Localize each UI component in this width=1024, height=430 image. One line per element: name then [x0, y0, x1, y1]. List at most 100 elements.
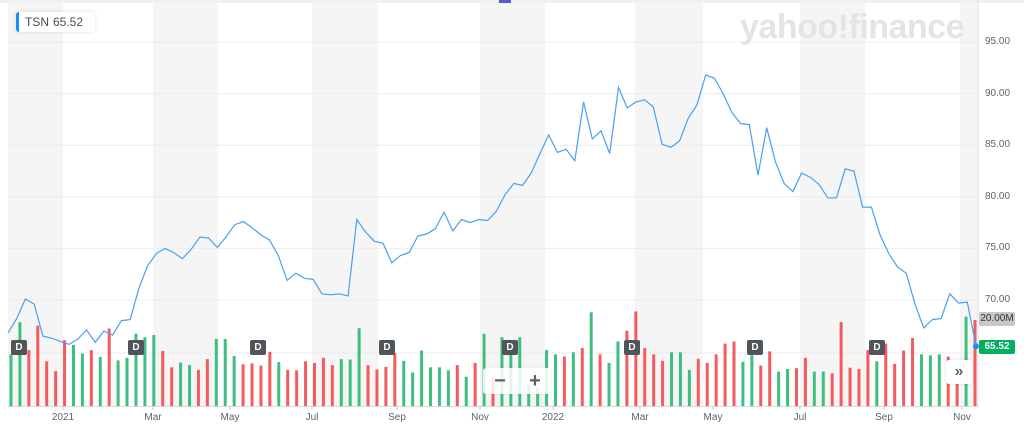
y-axis-label: 80.00 — [985, 190, 1011, 202]
x-axis-label: Sep — [388, 412, 406, 423]
volume-bar — [786, 369, 790, 406]
volume-bar — [902, 350, 906, 406]
volume-bar — [170, 367, 174, 406]
x-axis-label: 2021 — [51, 412, 75, 423]
gridlines — [8, 41, 978, 354]
volume-bar — [919, 354, 923, 406]
volume-bar — [125, 357, 129, 406]
volume-bar — [866, 350, 870, 406]
volume-bar — [429, 367, 433, 406]
volume-bar — [393, 353, 397, 406]
y-axis-label: 75.00 — [985, 242, 1011, 254]
y-axis-label: 70.00 — [985, 294, 1011, 305]
volume-bar — [616, 341, 620, 406]
volume-bar — [223, 338, 227, 406]
volume-bar — [134, 333, 138, 406]
volume-bar — [830, 373, 834, 406]
volume-bar — [63, 340, 67, 406]
dividend-marker[interactable]: D — [869, 340, 885, 355]
zoom-controls: − + — [483, 368, 551, 394]
volume-bar — [384, 366, 388, 406]
ticker-badge[interactable]: TSN 65.52 — [16, 12, 96, 32]
volume-bar — [437, 367, 441, 406]
volume-bar — [705, 363, 709, 406]
volume-bar — [188, 365, 192, 406]
x-axis-label: Nov — [953, 412, 971, 423]
volume-bar — [794, 368, 798, 406]
yahoo-finance-watermark: yahoo!finance — [740, 8, 964, 46]
volume-bar — [107, 328, 111, 406]
zoom-out-button[interactable]: − — [494, 369, 506, 392]
x-axis-label: Mar — [631, 412, 649, 423]
x-axis-label: Jul — [305, 412, 319, 423]
volume-bar — [80, 353, 84, 406]
ticker-price: 65.52 — [53, 15, 84, 29]
volume-bar — [45, 361, 49, 406]
dividend-marker[interactable]: D — [624, 340, 640, 355]
volume-bar — [54, 371, 58, 406]
volume-bar — [652, 354, 656, 406]
volume-bar — [741, 361, 745, 406]
volume-bar — [143, 337, 147, 406]
volume-bar — [161, 350, 165, 406]
volume-bar — [259, 365, 263, 406]
volume-bar — [473, 363, 477, 406]
volume-scale-tag: 20.00M — [979, 312, 1015, 326]
x-axis-label: Mar — [144, 412, 162, 423]
scroll-to-latest-button[interactable]: » — [946, 360, 972, 384]
ticker-symbol: TSN — [25, 15, 49, 29]
volume-bar — [304, 361, 308, 406]
top-tab-indicator[interactable] — [499, 0, 511, 3]
volume-bar — [536, 387, 540, 406]
volume-bar — [696, 358, 700, 406]
volume-bar — [848, 367, 852, 406]
volume-bar — [152, 335, 156, 406]
volume-bar — [973, 320, 977, 406]
dividend-marker[interactable]: D — [502, 340, 518, 355]
volume-bar — [955, 369, 959, 406]
volume-bar — [678, 352, 682, 406]
zoom-in-button[interactable]: + — [529, 369, 541, 392]
volume-bar — [723, 343, 727, 406]
volume-bar — [71, 344, 75, 406]
volume-bar — [411, 372, 415, 406]
y-axis-label: 90.00 — [985, 87, 1011, 99]
volume-bar — [857, 369, 861, 406]
volume-bar — [589, 312, 593, 406]
dividend-marker[interactable]: D — [128, 340, 144, 355]
volume-bar — [214, 338, 218, 406]
volume-bar — [839, 322, 843, 406]
volume-bar — [821, 371, 825, 406]
volume-bar — [812, 371, 816, 406]
volume-bar — [196, 369, 200, 406]
double-chevron-right-icon: » — [954, 363, 964, 380]
dividend-marker[interactable]: D — [11, 340, 27, 355]
volume-bar — [205, 359, 209, 406]
dividend-marker[interactable]: D — [250, 340, 266, 355]
volume-bar — [36, 325, 40, 406]
dividend-marker[interactable]: D — [379, 340, 395, 355]
volume-bar — [9, 354, 13, 406]
volume-bar — [750, 355, 754, 406]
volume-bar — [455, 365, 459, 406]
x-axis-label: May — [703, 412, 723, 423]
volume-bar — [768, 351, 772, 406]
volume-bar — [937, 354, 941, 406]
volume-bar — [777, 371, 781, 406]
volume-bar — [268, 351, 272, 406]
volume-bar — [598, 354, 602, 406]
volume-bar — [357, 328, 361, 406]
dividend-marker[interactable]: D — [747, 340, 763, 355]
volume-bar — [232, 356, 236, 406]
y-axis-label: 85.00 — [985, 139, 1011, 151]
volume-bar — [759, 365, 763, 406]
volume-bar — [116, 360, 120, 406]
volume-bar — [179, 362, 183, 406]
top-border — [0, 0, 1024, 3]
volume-bar — [732, 341, 736, 406]
volume-bar — [643, 347, 647, 406]
volume-bar — [286, 369, 290, 406]
volume-bar — [250, 363, 254, 406]
